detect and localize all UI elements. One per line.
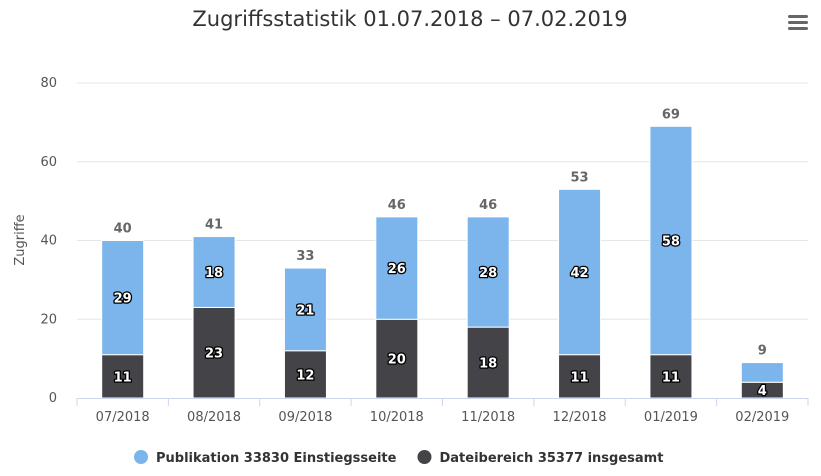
stack-total-label: 53 [571,170,589,185]
legend-marker [417,450,432,464]
bar-segment [283,350,327,399]
bars: 11 29 40 23 18 41 12 21 33 20 26 46 18 28 46 11 42 53 11 58… [101,107,784,400]
y-tick-label: 60 [40,155,57,170]
segment-label: 28 [479,266,497,281]
bar-segment [649,125,693,356]
x-tick-label: 08/2018 [187,410,241,425]
segment-label: 23 [205,347,223,362]
segment-label: 20 [388,353,406,368]
legend-label: Dateibereich 35377 insgesamt [439,451,663,466]
segment-label: 11 [662,370,680,385]
legend-item[interactable]: Publikation 33830 Einstiegsseite [134,450,397,466]
segment-label: 4 [758,384,767,399]
y-tick-label: 80 [40,76,57,91]
segment-label: 18 [205,266,223,281]
grid-lines [77,82,808,320]
y-tick-label: 20 [40,312,57,327]
bar-segment [740,362,784,383]
legend-marker [134,450,148,464]
stack-total-label: 41 [205,218,223,233]
stack-total-label: 69 [662,107,680,122]
y-axis-label: Zugriffe [13,214,28,265]
chart-title: Zugriffsstatistik 01.07.2018 – 07.02.201… [192,7,627,31]
segment-label: 42 [571,266,589,281]
bar-segment [375,318,419,399]
y-tick-label: 0 [49,391,57,406]
y-axis-ticks: 0 20 40 60 80 [40,76,57,406]
legend-item[interactable]: Dateibereich 35377 insgesamt [417,450,663,466]
segment-label: 29 [114,292,132,307]
y-tick-label: 40 [40,234,57,249]
segment-label: 12 [296,368,314,383]
segment-label: 11 [114,370,132,385]
bar-segment [558,354,602,399]
x-tick-label: 12/2018 [553,410,607,425]
hamburger-menu-icon[interactable] [786,12,810,34]
bar-segment [283,267,327,352]
segment-label: 21 [296,303,314,318]
bar-segment [375,216,419,320]
bar-segment [101,354,145,399]
stack-total-label: 9 [758,344,767,359]
bar-segment [466,216,510,328]
segment-label: 11 [571,370,589,385]
bar-segment [466,326,510,399]
x-axis: 07/2018 08/2018 09/2018 10/2018 11/2018 12/20… [76,398,809,425]
bar-segment [101,240,145,356]
x-tick-label: 07/2018 [96,410,150,425]
bar-segment [192,236,236,308]
stack-total-label: 40 [114,222,132,237]
segment-label: 26 [388,262,406,277]
segment-label: 58 [662,235,680,250]
legend-label: Publikation 33830 Einstiegsseite [156,451,397,466]
stack-total-label: 46 [388,198,406,213]
legend: Publikation 33830 Einstiegsseite Dateiber… [134,450,663,466]
x-tick-label: 09/2018 [278,410,332,425]
x-tick-label: 02/2019 [735,410,789,425]
x-tick-label: 01/2019 [644,410,698,425]
segment-label: 18 [479,357,497,372]
stack-total-label: 33 [296,249,314,264]
stack-total-label: 46 [479,198,497,213]
x-tick-label: 10/2018 [370,410,424,425]
bar-segment [558,188,602,356]
x-tick-label: 11/2018 [461,410,515,425]
